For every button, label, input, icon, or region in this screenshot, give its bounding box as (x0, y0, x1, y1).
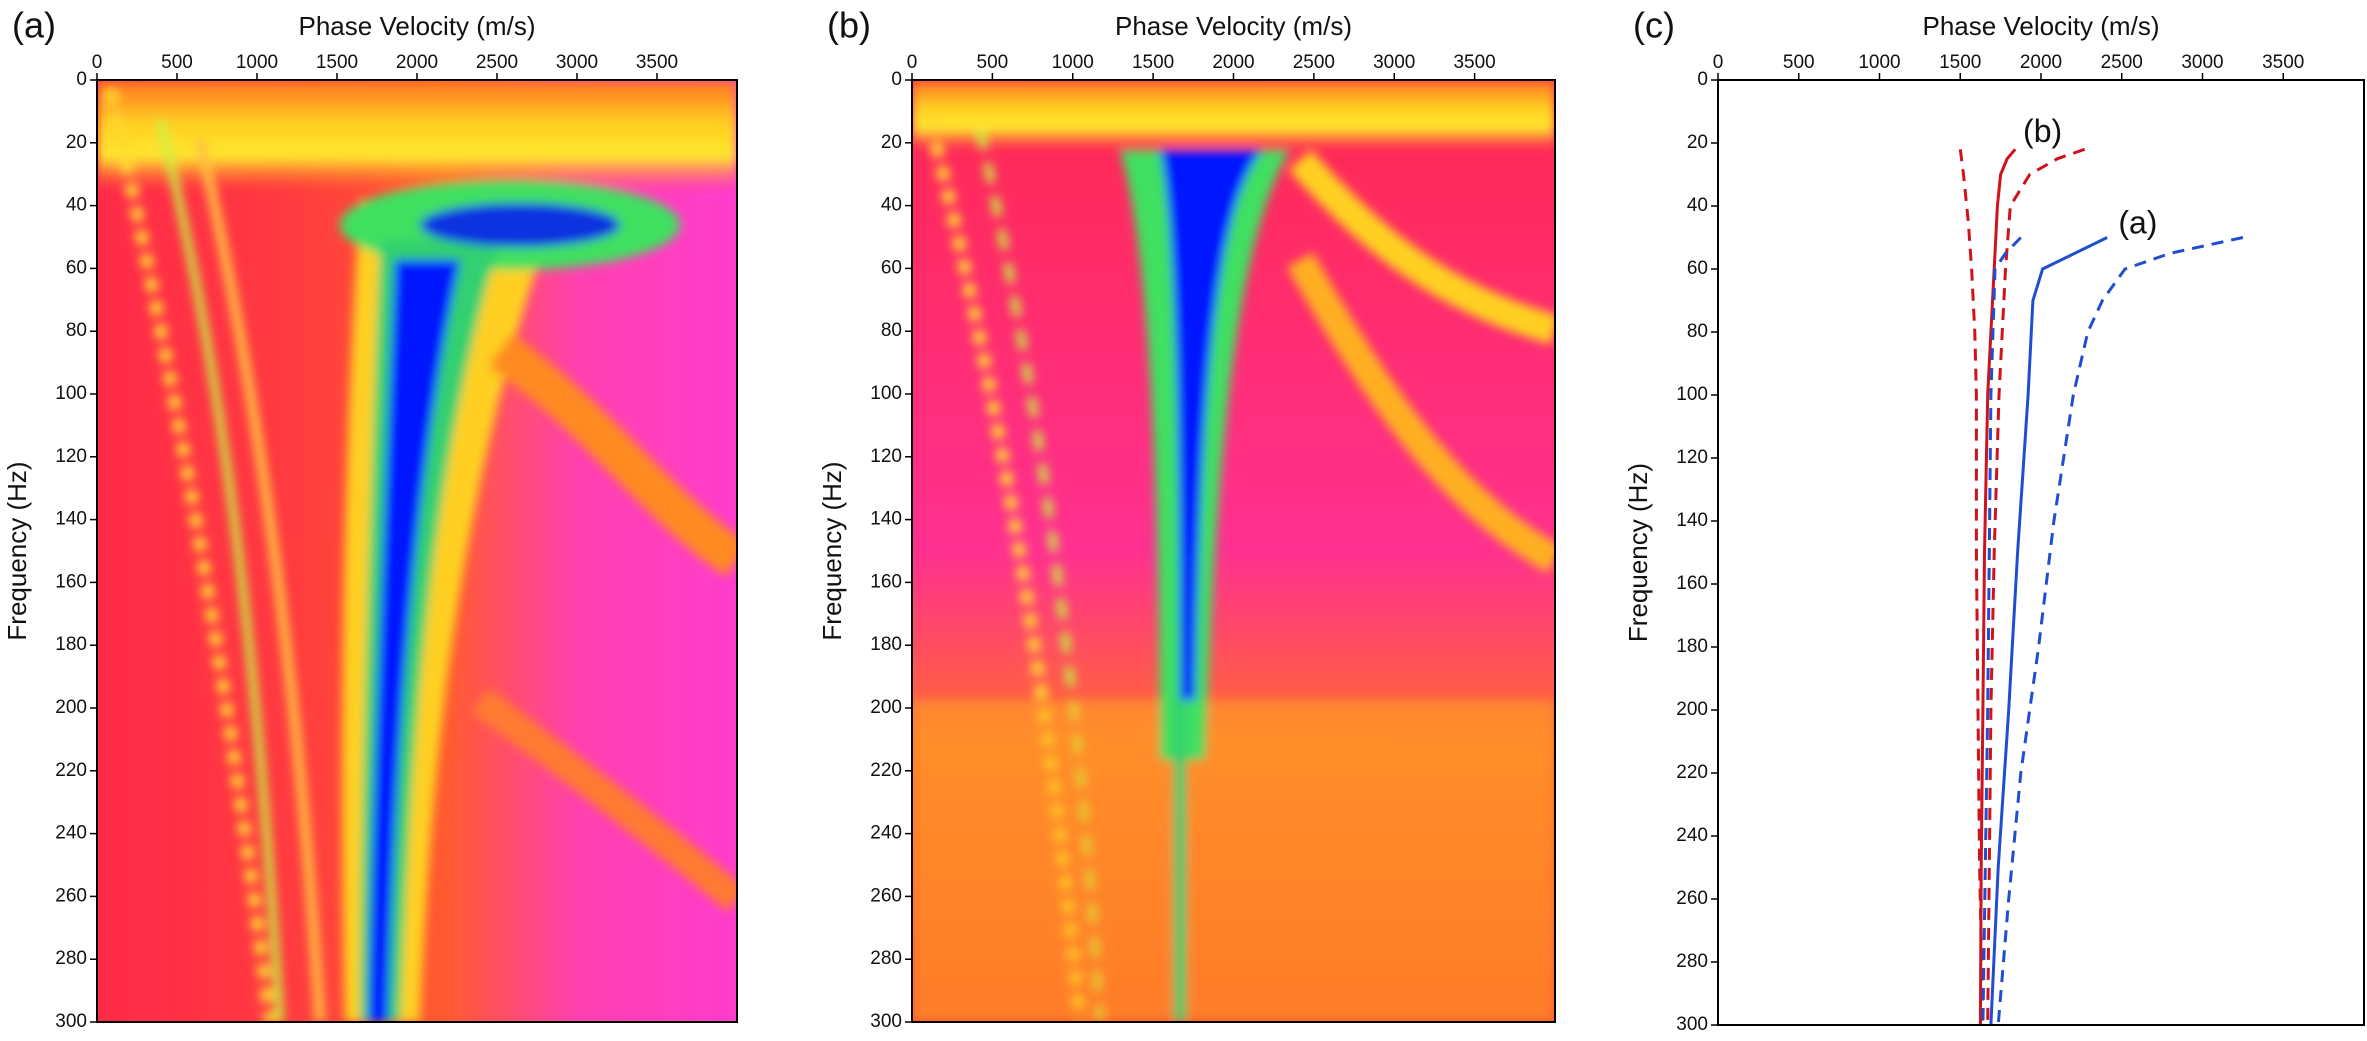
y-tick-label: 120 (55, 446, 87, 467)
y-tick-label: 100 (1676, 384, 1708, 405)
y-tick-label: 240 (55, 823, 87, 844)
dispersion-image-a (97, 80, 737, 1022)
y-tick-label: 200 (870, 697, 902, 718)
x-tick-label: 3000 (1373, 52, 1415, 73)
y-tick-label: 80 (881, 320, 902, 341)
y-tick-label: 80 (1687, 321, 1708, 342)
y-tick-label: 180 (55, 634, 87, 655)
line-series (1981, 236, 2022, 1026)
y-tick-label: 220 (55, 760, 87, 781)
y-tick-label: 240 (1676, 825, 1708, 846)
x-tick-label: 1500 (316, 52, 358, 73)
panel-label: (c) (1633, 5, 1675, 46)
x-tick-label: 2500 (2101, 52, 2143, 73)
x-tick-label: 500 (1783, 52, 1815, 73)
y-tick-label: 120 (1676, 447, 1708, 468)
y-tick-label: 160 (1676, 573, 1708, 594)
dispersion-image-b (912, 80, 1555, 1022)
annotation: (b) (2023, 113, 2062, 149)
line-series (1958, 149, 1985, 1026)
y-tick-label: 40 (881, 195, 902, 216)
y-tick-label: 300 (55, 1011, 87, 1032)
y-tick-label: 180 (870, 634, 902, 655)
y-tick-label: 280 (870, 948, 902, 969)
y-tick-label: 60 (66, 257, 87, 278)
x-tick-label: 2000 (1212, 52, 1254, 73)
y-tick-label: 20 (66, 132, 87, 153)
panel-label: (b) (827, 5, 871, 46)
y-tick-label: 280 (1676, 951, 1708, 972)
x-tick-label: 0 (907, 52, 918, 73)
y-tick-label: 100 (55, 383, 87, 404)
y-tick-label: 140 (1676, 510, 1708, 531)
y-tick-label: 220 (870, 760, 902, 781)
x-tick-label: 1000 (236, 52, 278, 73)
panel-label: (a) (12, 5, 56, 46)
y-tick-label: 260 (55, 885, 87, 906)
y-tick-label: 40 (66, 195, 87, 216)
y-axis-title: Frequency (Hz) (1623, 463, 1653, 642)
y-tick-label: 180 (1676, 636, 1708, 657)
x-tick-label: 1500 (1132, 52, 1174, 73)
y-tick-label: 200 (1676, 699, 1708, 720)
y-tick-label: 0 (76, 69, 87, 90)
x-tick-label: 3000 (556, 52, 598, 73)
y-tick-label: 20 (1687, 132, 1708, 153)
x-tick-label: 3500 (1453, 52, 1495, 73)
x-tick-label: 3500 (636, 52, 678, 73)
x-tick-label: 1000 (1858, 52, 1900, 73)
y-tick-label: 0 (1697, 69, 1708, 90)
y-tick-label: 200 (55, 697, 87, 718)
x-tick-label: 2000 (2020, 52, 2062, 73)
y-tick-label: 120 (870, 446, 902, 467)
y-tick-label: 140 (870, 509, 902, 530)
y-tick-label: 40 (1687, 195, 1708, 216)
y-tick-label: 60 (881, 257, 902, 278)
plot-frame (1717, 79, 2365, 1026)
x-axis-title: Phase Velocity (m/s) (299, 11, 536, 41)
y-tick-label: 140 (55, 509, 87, 530)
x-tick-label: 2500 (1293, 52, 1335, 73)
x-axis-title: Phase Velocity (m/s) (1923, 11, 2160, 41)
x-tick-label: 1500 (1939, 52, 1981, 73)
x-tick-label: 500 (977, 52, 1009, 73)
y-tick-label: 240 (870, 823, 902, 844)
x-axis-title: Phase Velocity (m/s) (1115, 11, 1352, 41)
y-tick-label: 20 (881, 132, 902, 153)
y-axis-title: Frequency (Hz) (817, 461, 847, 640)
y-tick-label: 160 (870, 571, 902, 592)
line-series (1978, 148, 2017, 1026)
line-series (1996, 236, 2244, 1026)
y-tick-label: 100 (870, 383, 902, 404)
x-tick-label: 0 (1713, 52, 1724, 73)
line-series (1986, 147, 2086, 1026)
y-tick-label: 80 (66, 320, 87, 341)
x-tick-label: 2500 (476, 52, 518, 73)
y-tick-label: 260 (870, 885, 902, 906)
y-tick-label: 300 (870, 1011, 902, 1032)
y-tick-label: 0 (891, 69, 902, 90)
x-tick-label: 0 (92, 52, 103, 73)
y-tick-label: 220 (1676, 762, 1708, 783)
y-tick-label: 300 (1676, 1014, 1708, 1035)
x-tick-label: 3500 (2262, 52, 2304, 73)
y-axis-title: Frequency (Hz) (2, 461, 32, 640)
x-tick-label: 3000 (2181, 52, 2223, 73)
x-tick-label: 2000 (396, 52, 438, 73)
y-tick-label: 60 (1687, 258, 1708, 279)
x-tick-label: 1000 (1052, 52, 1094, 73)
y-tick-label: 260 (1676, 888, 1708, 909)
line-series (1989, 236, 2108, 1026)
annotation: (a) (2118, 204, 2157, 240)
x-tick-label: 500 (161, 52, 193, 73)
y-tick-label: 280 (55, 948, 87, 969)
y-tick-label: 160 (55, 571, 87, 592)
